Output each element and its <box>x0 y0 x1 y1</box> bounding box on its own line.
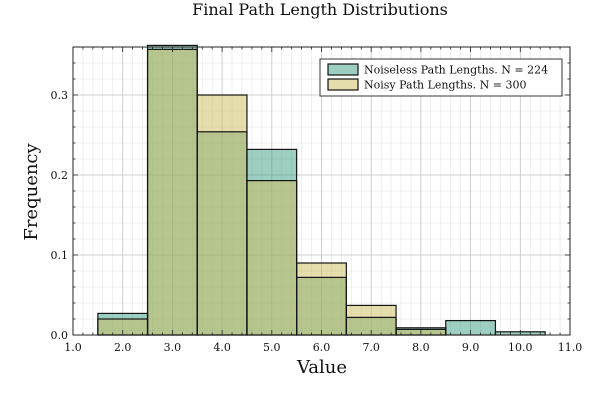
bar-noisy <box>97 319 148 335</box>
x-tick-label: 1.0 <box>64 341 82 354</box>
legend-swatch-noiseless <box>327 63 359 76</box>
axis-ticks <box>72 46 571 336</box>
x-tick-label: 6.0 <box>313 341 331 354</box>
y-tick-labels: 0.0 0.1 0.2 0.3 <box>51 89 69 342</box>
x-tick-label: 7.0 <box>362 341 380 354</box>
x-tick-label: 11.0 <box>558 341 583 354</box>
chart-title: Final Path Length Distributions <box>192 0 448 19</box>
bar-noisy <box>296 263 347 335</box>
x-tick-label: 4.0 <box>213 341 231 354</box>
x-tick-labels: 1.0 2.0 3.0 4.0 5.0 6.0 7.0 8.0 9.0 10.0 11.0 <box>64 341 582 354</box>
y-tick-label: 0.3 <box>51 89 69 102</box>
bar-noisy <box>197 95 247 335</box>
legend-box <box>319 58 563 97</box>
x-tick-label: 5.0 <box>263 341 281 354</box>
bar-noisy <box>246 180 297 335</box>
x-axis-title: Value <box>296 357 347 378</box>
x-tick-label: 3.0 <box>164 341 182 354</box>
legend-label-noisy: Noisy Path Lengths. N = 300 <box>364 79 527 92</box>
bar-noisy <box>147 49 198 336</box>
x-tick-label: 2.0 <box>114 341 132 354</box>
y-axis-title: Frequency <box>21 142 42 240</box>
x-tick-label: 9.0 <box>462 341 480 354</box>
legend-label-noiseless: Noiseless Path Lengths. N = 224 <box>364 64 548 77</box>
legend-swatch-noisy <box>327 78 359 91</box>
y-tick-label: 0.1 <box>51 249 69 262</box>
x-tick-label: 8.0 <box>412 341 430 354</box>
bar-noiseless <box>445 320 496 335</box>
y-tick-label: 0.2 <box>51 169 69 182</box>
x-tick-label: 10.0 <box>508 341 533 354</box>
y-tick-label: 0.0 <box>51 329 69 342</box>
legend: Noiseless Path Lengths. N = 224 Noisy Pa… <box>319 58 563 97</box>
